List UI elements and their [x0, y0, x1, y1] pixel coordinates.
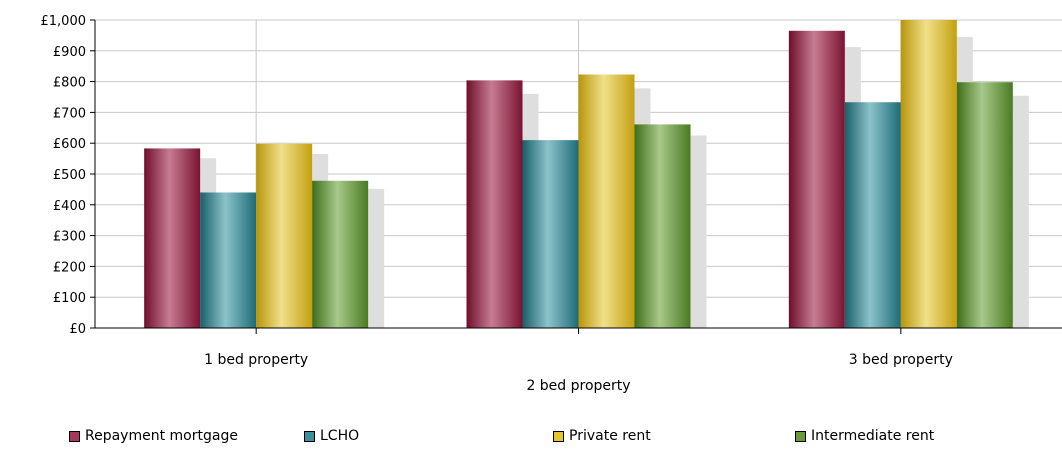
x-tick-label: 3 bed property [849, 352, 953, 368]
legend-label: Repayment mortgage [85, 428, 238, 444]
legend-label: Intermediate rent [811, 428, 935, 444]
y-tick-label: £600 [53, 137, 86, 152]
y-tick-label: £700 [53, 106, 86, 121]
bar [144, 148, 201, 328]
bar [900, 20, 957, 328]
x-axis-tick-labels: 1 bed property 2 bed property 3 bed proper… [204, 352, 953, 394]
y-tick-label: £800 [53, 76, 86, 91]
legend-label: LCHO [320, 428, 360, 444]
bar-chart: £0 £100 £200 £300 £400 £500 £600 £700 £800 £900 £1… [41, 14, 1062, 394]
bars [144, 20, 1013, 329]
legend-swatch [69, 430, 80, 442]
bar [578, 74, 635, 329]
axes [90, 19, 1062, 334]
y-tick-label: £0 [69, 322, 86, 337]
y-tick-label: £100 [53, 291, 86, 306]
bar [522, 140, 579, 328]
legend-item-lcho: LCHO [304, 428, 359, 444]
legend-item-private-rent: Private rent [553, 428, 651, 444]
legend-item-repayment-mortgage: Repayment mortgage [69, 428, 238, 444]
bar [312, 180, 369, 328]
legend-swatch [304, 430, 315, 442]
legend-swatch [553, 430, 564, 442]
y-tick-label: £1,000 [41, 14, 87, 29]
x-tick-label: 1 bed property [204, 352, 308, 368]
bar [788, 30, 845, 329]
y-tick-label: £200 [53, 260, 86, 275]
y-tick-label: £400 [53, 199, 86, 214]
bar [200, 192, 257, 328]
y-axis-tick-labels: £0 £100 £200 £300 £400 £500 £600 £700 £800 £900 £1… [41, 14, 87, 337]
x-tick-label: 2 bed property [526, 378, 630, 394]
bar-shadow [368, 188, 385, 328]
legend-item-intermediate-rent: Intermediate rent [795, 428, 934, 444]
bar [634, 124, 691, 328]
bar [256, 143, 313, 328]
bar [956, 82, 1013, 328]
y-tick-label: £300 [53, 230, 86, 245]
y-tick-label: £500 [53, 168, 86, 183]
bar [844, 102, 901, 329]
bar-shadow [690, 135, 707, 328]
bar [466, 80, 523, 328]
y-tick-label: £900 [53, 45, 86, 60]
legend-swatch [795, 430, 806, 442]
legend: Repayment mortgage LCHO Private rent Int… [0, 428, 1062, 448]
legend-label: Private rent [569, 428, 651, 444]
bar-shadow [1012, 95, 1029, 328]
